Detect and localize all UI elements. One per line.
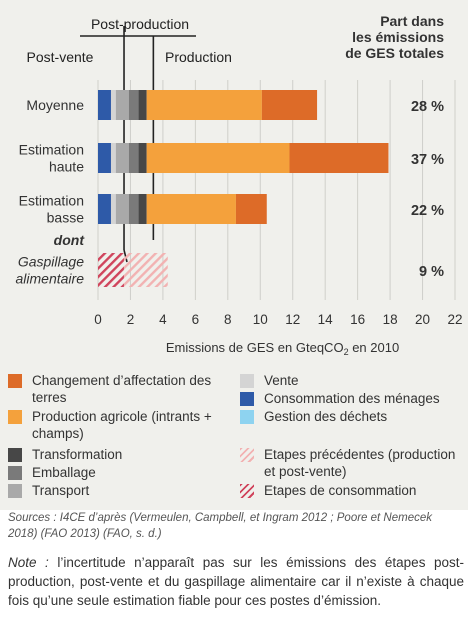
share-header-line: Part dans — [380, 13, 444, 29]
share-header-line: de GES totales — [345, 45, 444, 61]
stage-label-production: Production — [165, 49, 232, 65]
legend-label: Transport — [32, 483, 90, 498]
bar-segment — [128, 143, 139, 173]
x-tick-label: 12 — [285, 312, 300, 327]
legend-label: Etapes de consommation — [264, 483, 417, 498]
legend-item-agricultural-production: Production agricole (intrants + champs) — [8, 408, 223, 442]
legend-swatch — [8, 484, 22, 498]
figure-panel: Post-production Post-vente Production Part … — [0, 0, 468, 510]
legend-swatch — [8, 448, 22, 462]
share-value: 9 % — [419, 264, 444, 280]
legend-item-transport: Transport — [8, 482, 223, 499]
legend-swatch — [240, 392, 254, 406]
legend-item-household-consumption: Consommation des ménages — [240, 390, 464, 407]
x-tick-label: 10 — [253, 312, 268, 327]
emissions-chart: Post-production Post-vente Production Part … — [16, 13, 463, 357]
share-value: 28 % — [411, 99, 444, 115]
x-axis-label-main: Emissions de GES en GteqCO — [166, 340, 344, 355]
legend-label: Emballage — [32, 465, 96, 480]
x-tick-label: 0 — [94, 312, 102, 327]
bar-segment — [98, 143, 111, 173]
x-tick-label: 20 — [415, 312, 430, 327]
x-tick-label: 18 — [383, 312, 398, 327]
bar-segment — [115, 194, 129, 224]
bar-segment — [128, 90, 139, 120]
legend-item-consumption-stages: Etapes de consommation — [240, 482, 464, 499]
x-tick-label: 16 — [350, 312, 365, 327]
category-label: basse — [47, 210, 85, 226]
bar-segment — [98, 90, 111, 120]
bar-segment — [146, 143, 290, 173]
sources-text: Sources : I4CE d’après (Vermeulen, Campb… — [8, 512, 433, 540]
legend-swatch — [8, 410, 22, 424]
category-label: Estimation — [19, 142, 84, 158]
bar-segment — [138, 90, 147, 120]
note-text: l’incertitude n’apparaît pas sur les émi… — [8, 555, 464, 608]
bar-segment — [110, 143, 116, 173]
legend-item-previous-stages: Etapes précédentes (production et post-v… — [240, 446, 464, 480]
waste-bar-previous-segment — [123, 253, 168, 287]
note-label: Note : — [8, 555, 49, 570]
category-label: alimentaire — [16, 271, 85, 287]
legend-item-retail: Vente — [240, 372, 464, 389]
legend-swatch — [240, 448, 254, 462]
bar-segment — [98, 194, 111, 224]
x-axis-label-suffix: en 2010 — [349, 340, 400, 355]
legend-label: Vente — [264, 373, 299, 388]
bar-segment — [110, 90, 116, 120]
category-label: Gaspillage — [18, 254, 84, 270]
x-tick-label: 8 — [224, 312, 232, 327]
bar-segment — [235, 194, 267, 224]
share-value: 37 % — [411, 152, 444, 168]
bar-segment — [289, 143, 389, 173]
legend-label: Consommation des ménages — [264, 391, 440, 406]
stage-label-post-production: Post-production — [91, 16, 189, 32]
legend-swatch — [8, 466, 22, 480]
dont-label: dont — [54, 232, 86, 248]
category-label: Estimation — [19, 193, 84, 209]
x-tick-label: 2 — [127, 312, 135, 327]
bar-segment — [146, 90, 262, 120]
note-paragraph: Note : l’incertitude n’apparaît pas sur … — [8, 553, 464, 610]
legend-label: Gestion des déchets — [264, 409, 388, 424]
bar-segment — [146, 194, 236, 224]
bar-segment — [261, 90, 318, 120]
legend-item-land-use-change: Changement d’affectation des terres — [8, 372, 223, 406]
x-axis-label: Emissions de GES en GteqCO2 en 2010 — [166, 340, 399, 357]
x-tick-label: 14 — [318, 312, 334, 327]
share-value: 22 % — [411, 203, 444, 219]
bar-segment — [110, 194, 116, 224]
share-header-line: les émissions — [352, 29, 444, 45]
bar-segment — [128, 194, 139, 224]
legend-swatch — [240, 410, 254, 424]
legend-label: Transformation — [32, 447, 123, 462]
legend-swatch — [8, 374, 22, 388]
legend-label: Etapes précédentes (production et post-v… — [264, 447, 456, 479]
category-label: haute — [49, 159, 84, 175]
legend-item-transformation: Transformation — [8, 446, 223, 463]
chart-legend: Changement d’affectation des terres Prod… — [8, 368, 464, 506]
legend-item-packaging: Emballage — [8, 464, 223, 481]
stage-label-post-vente: Post-vente — [27, 49, 94, 65]
bar-segment — [138, 143, 147, 173]
bar-segment — [115, 90, 129, 120]
bar-segment — [138, 194, 147, 224]
category-label: Moyenne — [26, 97, 84, 113]
waste-bar-consumption-segment — [98, 253, 124, 287]
legend-label: Production agricole (intrants + champs) — [32, 409, 212, 441]
bar-segment — [115, 143, 129, 173]
x-tick-label: 22 — [447, 312, 462, 327]
x-tick-label: 4 — [159, 312, 167, 327]
legend-label: Changement d’affectation des terres — [32, 373, 212, 405]
legend-item-waste-management: Gestion des déchets — [240, 408, 464, 425]
legend-swatch — [240, 484, 254, 498]
x-tick-label: 6 — [192, 312, 200, 327]
x-axis-label-subscript: 2 — [344, 347, 349, 357]
legend-swatch — [240, 374, 254, 388]
